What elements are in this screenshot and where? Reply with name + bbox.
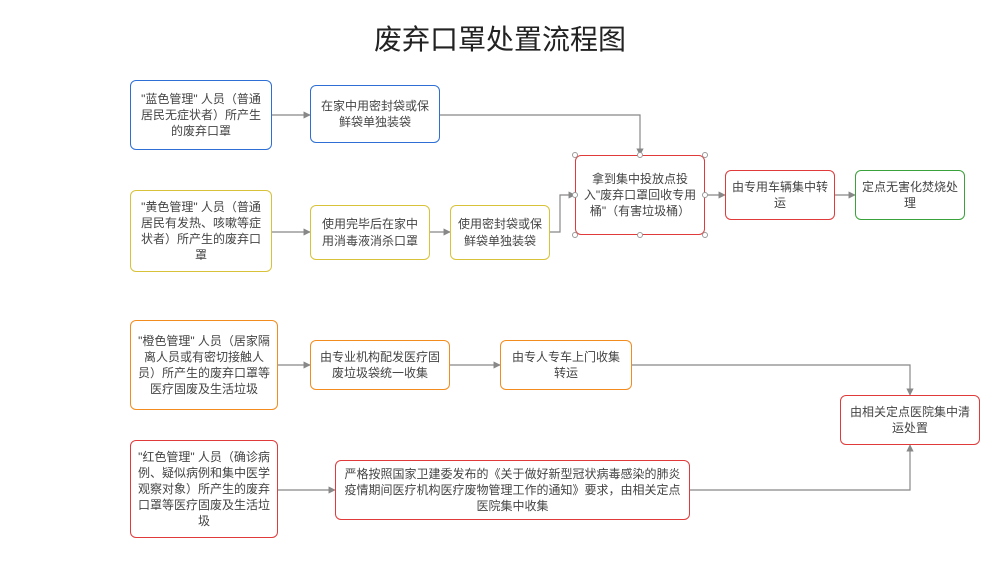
edge-red_s1-hospital	[690, 445, 910, 490]
node-blue_src: "蓝色管理" 人员（普通居民无症状者）所产生的废弃口罩	[130, 80, 272, 150]
node-burn: 定点无害化焚烧处理	[855, 170, 965, 220]
diagram-canvas: 废弃口罩处置流程图 "蓝色管理" 人员（普通居民无症状者）所产生的废弃口罩在家中…	[0, 0, 1000, 563]
node-hospital: 由相关定点医院集中清运处置	[840, 395, 980, 445]
selection-handle[interactable]	[702, 152, 708, 158]
edge-yellow_s2-red_bin	[550, 195, 575, 232]
selection-handle[interactable]	[702, 232, 708, 238]
selection-handle[interactable]	[572, 192, 578, 198]
node-transport1: 由专用车辆集中转运	[725, 170, 835, 220]
selection-handle[interactable]	[572, 232, 578, 238]
node-orange_src: "橙色管理" 人员（居家隔离人员或有密切接触人员）所产生的废弃口罩等医疗固废及生…	[130, 320, 278, 410]
node-orange_s2: 由专人专车上门收集转运	[500, 340, 632, 390]
page-title: 废弃口罩处置流程图	[0, 18, 1000, 58]
selection-handle[interactable]	[572, 152, 578, 158]
edge-orange_s2-hospital	[632, 365, 910, 395]
selection-handle[interactable]	[637, 232, 643, 238]
node-red_bin: 拿到集中投放点投入"废弃口罩回收专用桶"（有害垃圾桶）	[575, 155, 705, 235]
selection-handle[interactable]	[702, 192, 708, 198]
node-yellow_s2: 使用密封袋或保鲜袋单独装袋	[450, 205, 550, 260]
node-yellow_src: "黄色管理" 人员（普通居民有发热、咳嗽等症状者）所产生的废弃口罩	[130, 190, 272, 272]
node-blue_step: 在家中用密封袋或保鲜袋单独装袋	[310, 85, 440, 143]
node-red_s1: 严格按照国家卫建委发布的《关于做好新型冠状病毒感染的肺炎疫情期间医疗机构医疗废物…	[335, 460, 690, 520]
node-red_src: "红色管理" 人员（确诊病例、疑似病例和集中医学观察对象）所产生的废弃口罩等医疗…	[130, 440, 278, 538]
selection-handle[interactable]	[637, 152, 643, 158]
node-yellow_s1: 使用完毕后在家中用消毒液消杀口罩	[310, 205, 430, 260]
node-orange_s1: 由专业机构配发医疗固废垃圾袋统一收集	[310, 340, 450, 390]
edge-blue_step-red_bin	[440, 115, 640, 155]
